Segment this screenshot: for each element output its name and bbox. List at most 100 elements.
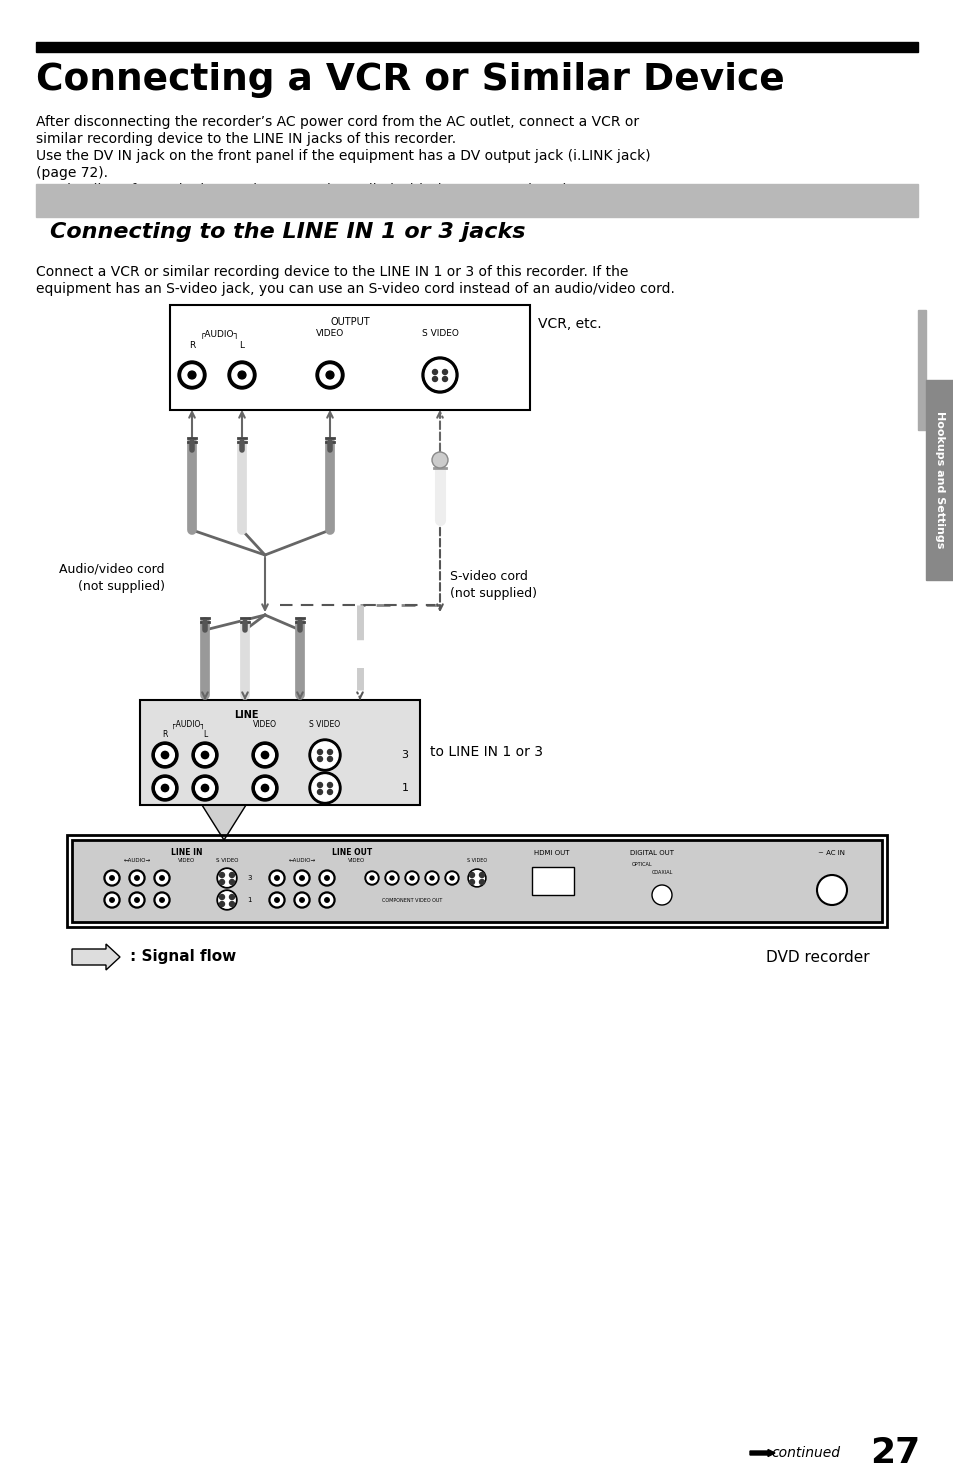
Circle shape <box>252 776 277 801</box>
Circle shape <box>106 872 117 884</box>
Circle shape <box>430 876 434 879</box>
Circle shape <box>110 876 114 881</box>
Bar <box>67 835 886 927</box>
Text: 1: 1 <box>247 897 252 903</box>
Circle shape <box>104 891 120 908</box>
Text: R: R <box>189 341 195 350</box>
Circle shape <box>327 783 333 787</box>
Text: ←AUDIO→: ←AUDIO→ <box>288 859 315 863</box>
Text: VIDEO: VIDEO <box>178 859 195 863</box>
Circle shape <box>365 871 378 885</box>
Circle shape <box>424 871 438 885</box>
Text: Connecting to the LINE IN 1 or 3 jacks: Connecting to the LINE IN 1 or 3 jacks <box>50 222 525 242</box>
Text: Connect a VCR or similar recording device to the LINE IN 1 or 3 of this recorder: Connect a VCR or similar recording devic… <box>36 265 628 279</box>
Text: OPTICAL: OPTICAL <box>631 862 652 868</box>
Circle shape <box>195 779 214 798</box>
Text: 27: 27 <box>869 1436 920 1470</box>
Text: L: L <box>239 341 244 350</box>
Circle shape <box>327 789 333 795</box>
Text: After disconnecting the recorder’s AC power cord from the AC outlet, connect a V: After disconnecting the recorder’s AC po… <box>36 116 639 129</box>
Circle shape <box>195 746 214 764</box>
Circle shape <box>370 876 374 879</box>
Circle shape <box>296 894 308 906</box>
Bar <box>917 310 925 430</box>
Circle shape <box>230 894 234 900</box>
Circle shape <box>432 377 437 381</box>
Text: S VIDEO: S VIDEO <box>215 859 238 863</box>
Circle shape <box>442 369 447 375</box>
Text: HDMI OUT: HDMI OUT <box>534 850 569 856</box>
Circle shape <box>192 776 218 801</box>
Text: R: R <box>162 730 168 739</box>
Circle shape <box>432 369 437 375</box>
Circle shape <box>132 872 143 884</box>
Text: VCR, etc.: VCR, etc. <box>537 317 601 331</box>
Text: COMPONENT VIDEO OUT: COMPONENT VIDEO OUT <box>381 897 442 903</box>
Text: 3: 3 <box>401 750 408 759</box>
Circle shape <box>232 365 252 386</box>
Text: ←AUDIO→: ←AUDIO→ <box>123 859 151 863</box>
Text: VIDEO: VIDEO <box>253 721 276 730</box>
Circle shape <box>421 357 457 393</box>
Circle shape <box>317 783 322 787</box>
Circle shape <box>407 873 416 882</box>
Text: ┌AUDIO┐: ┌AUDIO┐ <box>200 329 240 338</box>
Circle shape <box>153 871 170 885</box>
Circle shape <box>427 873 436 882</box>
Circle shape <box>219 894 224 900</box>
Text: For details, refer to the instruction manual supplied with the connected equipme: For details, refer to the instruction ma… <box>36 182 616 197</box>
Text: VIDEO: VIDEO <box>348 859 365 863</box>
Circle shape <box>444 871 458 885</box>
Text: equipment has an S-video jack, you can use an S-video cord instead of an audio/v: equipment has an S-video jack, you can u… <box>36 282 674 297</box>
Circle shape <box>816 875 846 905</box>
Circle shape <box>218 891 235 908</box>
Circle shape <box>269 871 285 885</box>
Circle shape <box>317 749 322 755</box>
Circle shape <box>274 876 279 881</box>
Circle shape <box>218 871 235 887</box>
Circle shape <box>299 876 304 881</box>
Circle shape <box>410 876 414 879</box>
Circle shape <box>450 876 454 879</box>
Circle shape <box>385 871 398 885</box>
Circle shape <box>312 742 337 768</box>
Text: continued: continued <box>770 1446 840 1459</box>
Text: S VIDEO: S VIDEO <box>309 721 340 730</box>
Circle shape <box>129 871 145 885</box>
Circle shape <box>153 891 170 908</box>
Text: Audio/video cord
(not supplied): Audio/video cord (not supplied) <box>59 564 165 593</box>
Circle shape <box>255 746 274 764</box>
Circle shape <box>294 871 310 885</box>
Circle shape <box>238 371 246 380</box>
Circle shape <box>296 872 308 884</box>
Circle shape <box>318 891 335 908</box>
Circle shape <box>318 871 335 885</box>
Circle shape <box>261 785 269 792</box>
Text: (page 72).: (page 72). <box>36 166 108 179</box>
Circle shape <box>192 742 218 768</box>
Circle shape <box>324 876 329 881</box>
Text: DVD recorder: DVD recorder <box>765 949 869 964</box>
Circle shape <box>317 756 322 761</box>
Text: LINE: LINE <box>233 710 258 721</box>
Text: S-video cord
(not supplied): S-video cord (not supplied) <box>450 569 537 601</box>
Circle shape <box>321 872 333 884</box>
Circle shape <box>447 873 456 882</box>
Circle shape <box>479 879 484 884</box>
Circle shape <box>479 872 484 878</box>
Circle shape <box>216 868 236 888</box>
Circle shape <box>274 897 279 902</box>
Circle shape <box>156 872 168 884</box>
Text: COAXIAL: COAXIAL <box>651 871 672 875</box>
Circle shape <box>152 776 178 801</box>
Circle shape <box>299 897 304 902</box>
Circle shape <box>219 902 224 906</box>
Bar <box>532 868 574 896</box>
Text: ~ AC IN: ~ AC IN <box>818 850 844 856</box>
Text: to LINE IN 1 or 3: to LINE IN 1 or 3 <box>430 746 542 759</box>
Text: 1: 1 <box>401 783 408 793</box>
Circle shape <box>178 360 206 389</box>
Text: L: L <box>203 730 207 739</box>
Circle shape <box>469 879 474 884</box>
Circle shape <box>110 897 114 902</box>
